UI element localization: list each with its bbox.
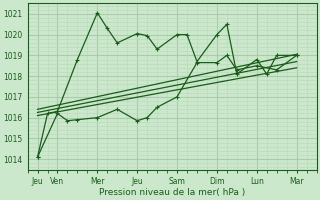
X-axis label: Pression niveau de la mer( hPa ): Pression niveau de la mer( hPa ) bbox=[99, 188, 245, 197]
